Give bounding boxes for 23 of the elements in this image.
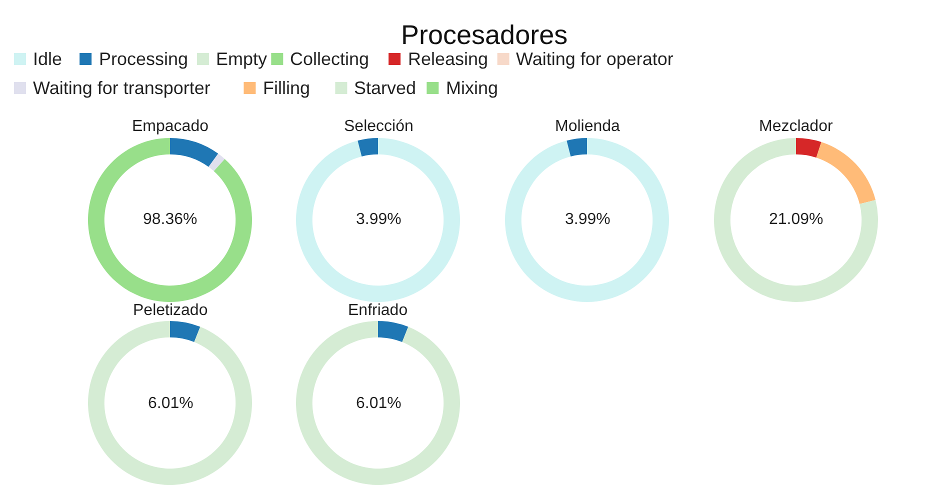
legend-label: Waiting for operator — [516, 49, 674, 69]
slice-label: Molienda — [555, 118, 620, 135]
legend-label: Starved — [354, 78, 416, 98]
legend-label: Collecting — [290, 49, 370, 69]
slice-label: Enfriado — [348, 302, 408, 319]
text: 6.01% — [148, 395, 194, 412]
text: 3.99% — [356, 211, 402, 228]
legend-label: Processing — [99, 49, 188, 69]
slice-label: Selección — [344, 118, 414, 135]
legend-label: Idle — [33, 49, 62, 69]
text: 98.36% — [143, 211, 198, 228]
chart-title: Procesadores — [401, 20, 568, 50]
text: 21.09% — [769, 211, 824, 228]
slice-label: Mezclador — [759, 118, 834, 135]
legend-label: Empty — [216, 49, 268, 69]
legend-label: Waiting for transporter — [33, 78, 210, 98]
legend-label: Filling — [263, 78, 310, 98]
text: 6.01% — [356, 395, 402, 412]
legend-label: Mixing — [446, 78, 498, 98]
text: 3.99% — [565, 211, 610, 228]
slice-label: Empacado — [132, 118, 209, 135]
legend-label: Releasing — [408, 49, 488, 69]
slice-label: Peletizado — [133, 302, 208, 319]
